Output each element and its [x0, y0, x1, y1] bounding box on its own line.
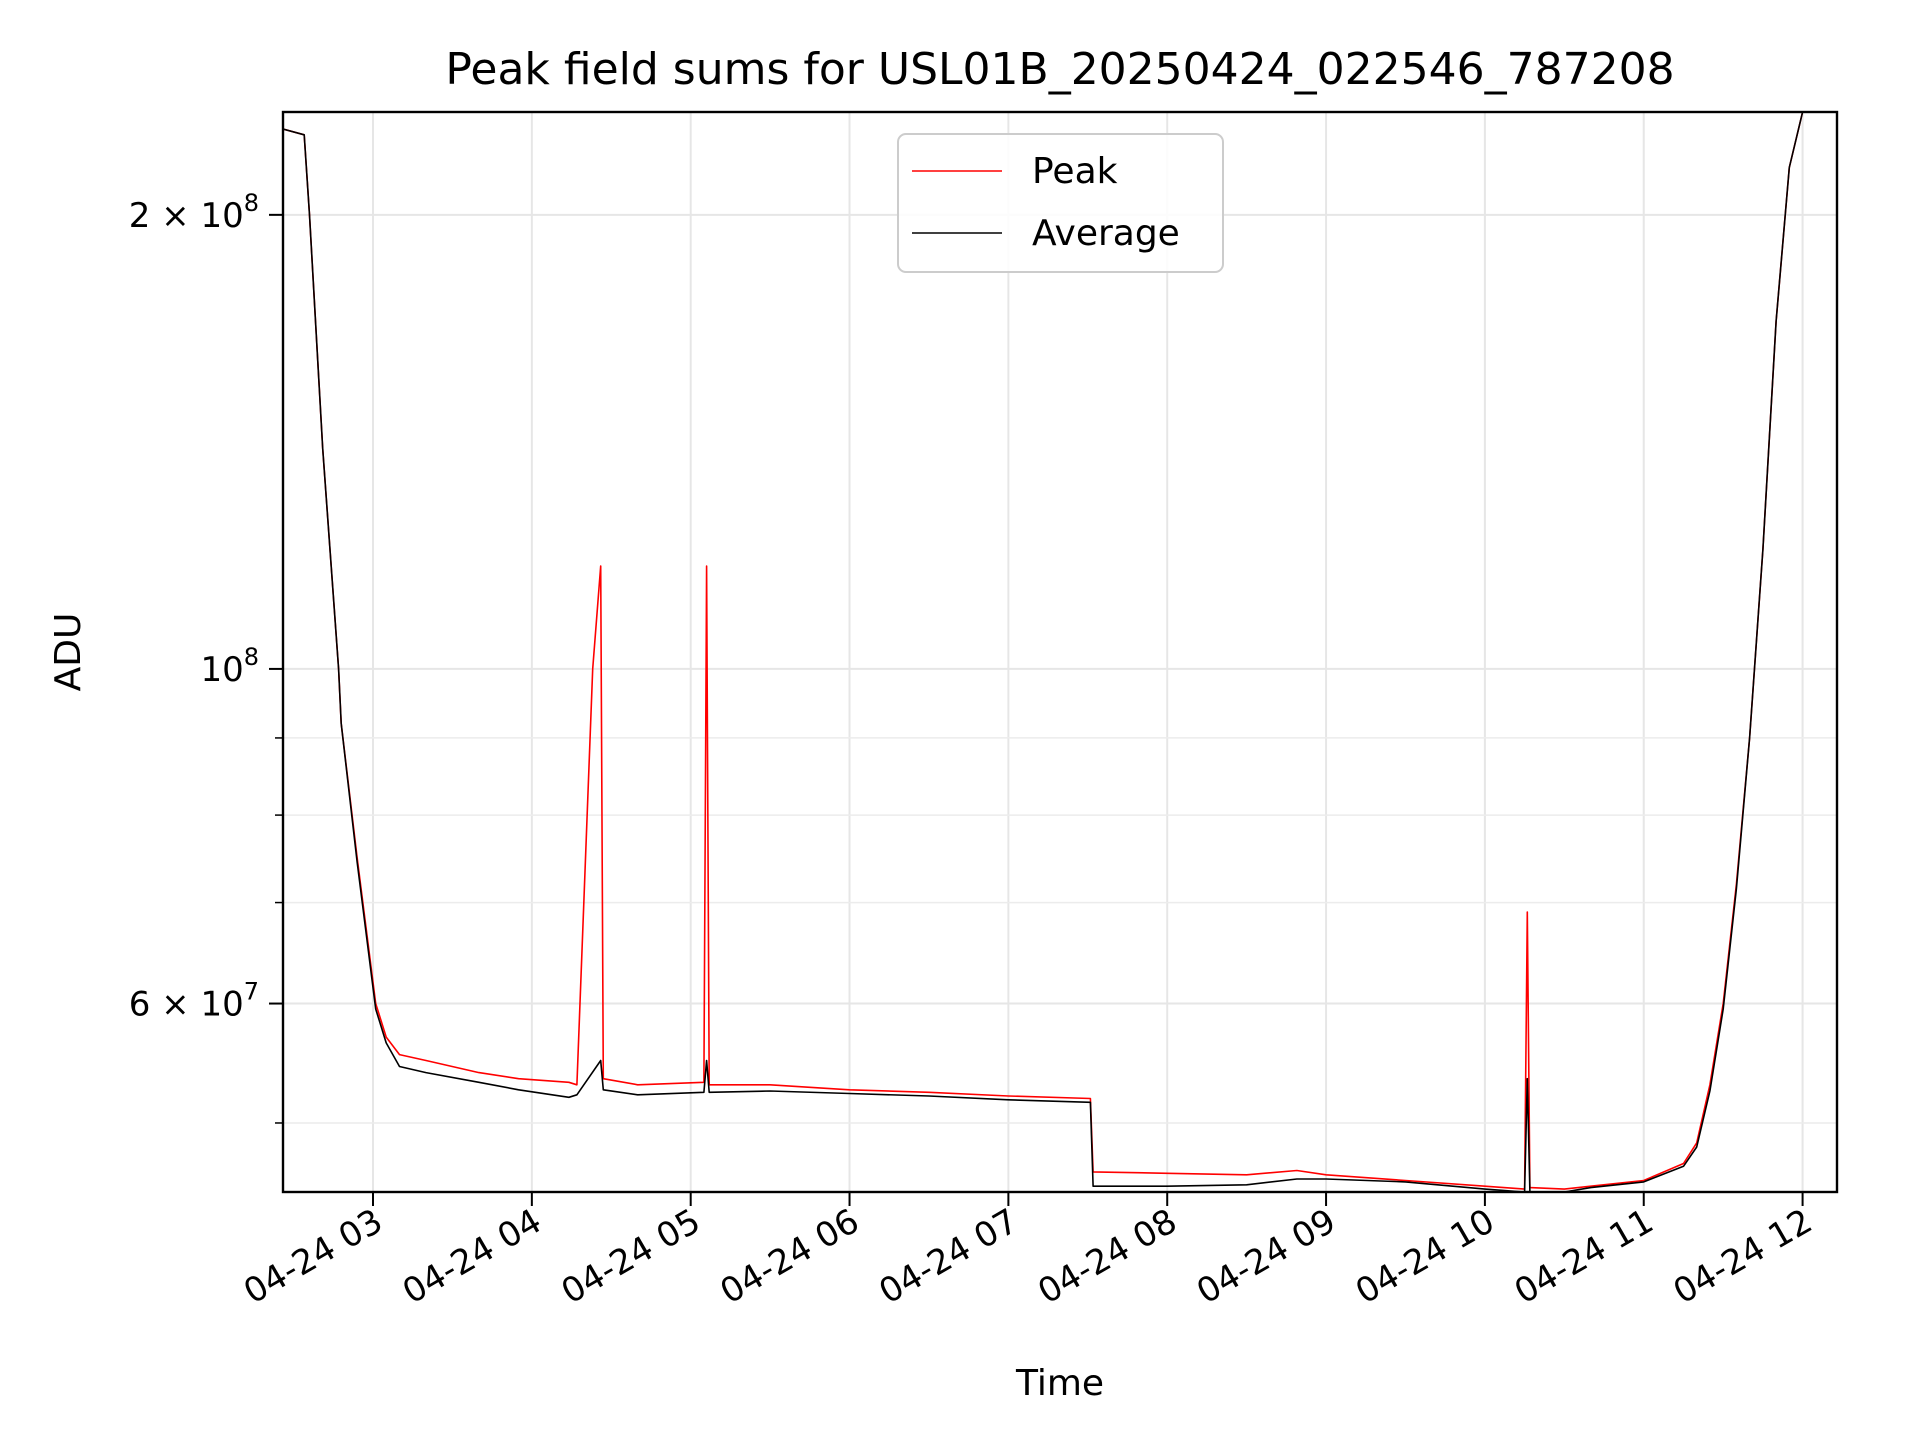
legend-label-average: Average — [1032, 213, 1180, 254]
y-tick-label: 6 × 107 — [129, 978, 259, 1025]
chart-title: Peak field sums for USL01B_20250424_0225… — [445, 44, 1674, 95]
legend-box — [897, 133, 1224, 273]
y-axis-label: ADU — [48, 613, 89, 692]
series-line-average — [283, 112, 1804, 1192]
legend-label-peak: Peak — [1032, 151, 1118, 192]
legend: Peak Average — [897, 133, 1224, 273]
y-tick-label: 108 — [200, 643, 259, 690]
y-tick-label: 2 × 108 — [129, 189, 259, 236]
x-axis-label: Time — [1015, 1363, 1104, 1404]
plot-frame — [281, 110, 1839, 1194]
series-layer — [283, 112, 1804, 1192]
series-line-peak — [283, 112, 1804, 1190]
